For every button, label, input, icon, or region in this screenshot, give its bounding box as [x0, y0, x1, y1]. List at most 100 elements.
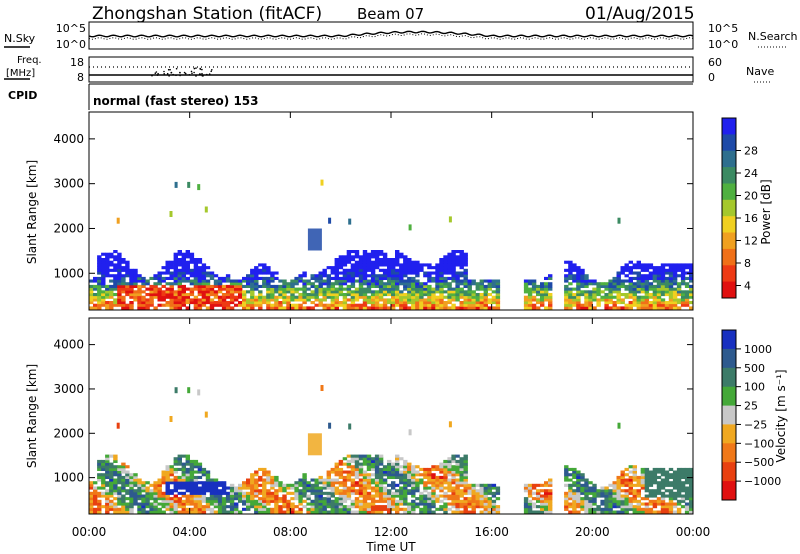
echo-cell — [117, 279, 122, 283]
echo-cell — [523, 507, 529, 511]
echo-cell — [459, 481, 464, 485]
echo-cell — [318, 287, 323, 291]
echo-cell — [306, 293, 311, 297]
echo-cell — [302, 301, 307, 305]
echo-cell — [604, 494, 609, 498]
echo-cell — [483, 293, 488, 297]
echo-cell — [431, 465, 436, 469]
echo-cell — [572, 293, 577, 297]
echo-cell — [620, 268, 625, 272]
echo-cell — [616, 489, 621, 493]
echo-cell — [266, 276, 271, 280]
echo-cell — [221, 499, 227, 503]
echo-cell — [403, 489, 408, 493]
echo-cell — [399, 481, 404, 485]
echo-cell — [680, 467, 686, 471]
echo-cell — [536, 494, 541, 498]
echo-cell — [463, 486, 468, 490]
echo-cell — [487, 284, 492, 288]
echo-cell — [338, 287, 344, 291]
echo-cell — [644, 266, 650, 270]
echo-cell — [596, 293, 601, 297]
echo-cell — [318, 279, 323, 283]
echo-cell — [378, 494, 384, 498]
echo-cell — [238, 489, 243, 493]
echo-cell — [632, 467, 637, 471]
echo-cell — [467, 502, 472, 506]
echo-cell — [370, 298, 376, 302]
echo-cell — [459, 462, 464, 466]
echo-cell — [314, 284, 319, 288]
echo-cell — [395, 276, 400, 280]
echo-cell — [624, 510, 629, 514]
echo-cell — [306, 295, 311, 299]
echo-cell — [181, 271, 186, 275]
echo-cell — [358, 271, 364, 275]
echo-cell — [604, 293, 609, 297]
echo-cell — [201, 497, 207, 501]
echo-cell — [116, 422, 120, 429]
echo-cell — [382, 507, 388, 511]
nsky-line — [88, 30, 694, 38]
echo-cell — [612, 489, 617, 493]
echo-cell — [411, 489, 416, 493]
echo-cell — [213, 274, 219, 278]
echo-cell — [270, 475, 275, 479]
echo-cell — [624, 483, 629, 487]
echo-cell — [189, 491, 195, 495]
echo-cell — [105, 454, 110, 458]
echo-cell — [407, 287, 412, 291]
echo-cell — [459, 301, 464, 305]
echo-cell — [354, 483, 360, 487]
echo-cell — [443, 301, 448, 305]
echo-cell — [415, 505, 420, 509]
echo-cell — [459, 489, 464, 493]
echo-cell — [612, 303, 617, 307]
echo-cell — [378, 250, 384, 254]
echo-cell — [435, 268, 440, 272]
echo-cell — [346, 258, 352, 262]
echo-cell — [117, 293, 122, 297]
echo-cell — [427, 478, 432, 482]
echo-cell — [366, 457, 372, 461]
echo-cell — [664, 306, 670, 310]
echo-cell — [121, 295, 126, 299]
echo-cell — [568, 306, 573, 310]
echo-cell — [443, 478, 448, 482]
echo-cell — [471, 293, 476, 297]
echo-cell — [117, 282, 122, 286]
echo-cell — [684, 470, 690, 474]
echo-cell — [399, 497, 404, 501]
echo-cell — [145, 489, 150, 493]
echo-cell — [391, 467, 396, 471]
echo-cell — [213, 491, 219, 495]
echo-cell — [169, 306, 174, 310]
echo-cell — [338, 499, 344, 503]
echo-cell — [177, 481, 182, 485]
echo-cell — [447, 507, 452, 511]
echo-cell — [101, 293, 106, 297]
echo-cell — [193, 497, 199, 501]
echo-cell — [632, 499, 637, 503]
echo-cell — [531, 486, 537, 490]
echo-cell — [660, 473, 666, 477]
echo-cell — [205, 483, 211, 487]
echo-cell — [431, 491, 436, 495]
echo-cell — [318, 290, 323, 294]
echo-cell — [229, 494, 235, 498]
echo-cell — [185, 287, 190, 291]
echo-cell — [282, 483, 287, 487]
echo-cell — [234, 279, 239, 283]
echo-cell — [612, 497, 617, 501]
echo-cell — [455, 499, 460, 503]
echo-cell — [298, 274, 303, 278]
echo-cell — [419, 497, 424, 501]
echo-cell — [656, 510, 662, 514]
echo-cell — [443, 263, 448, 267]
echo-cell — [523, 510, 529, 514]
echo-cell — [676, 502, 682, 506]
echo-cell — [217, 301, 223, 305]
echo-cell — [326, 295, 331, 299]
echo-cell — [612, 502, 617, 506]
echo-cell — [358, 276, 364, 280]
